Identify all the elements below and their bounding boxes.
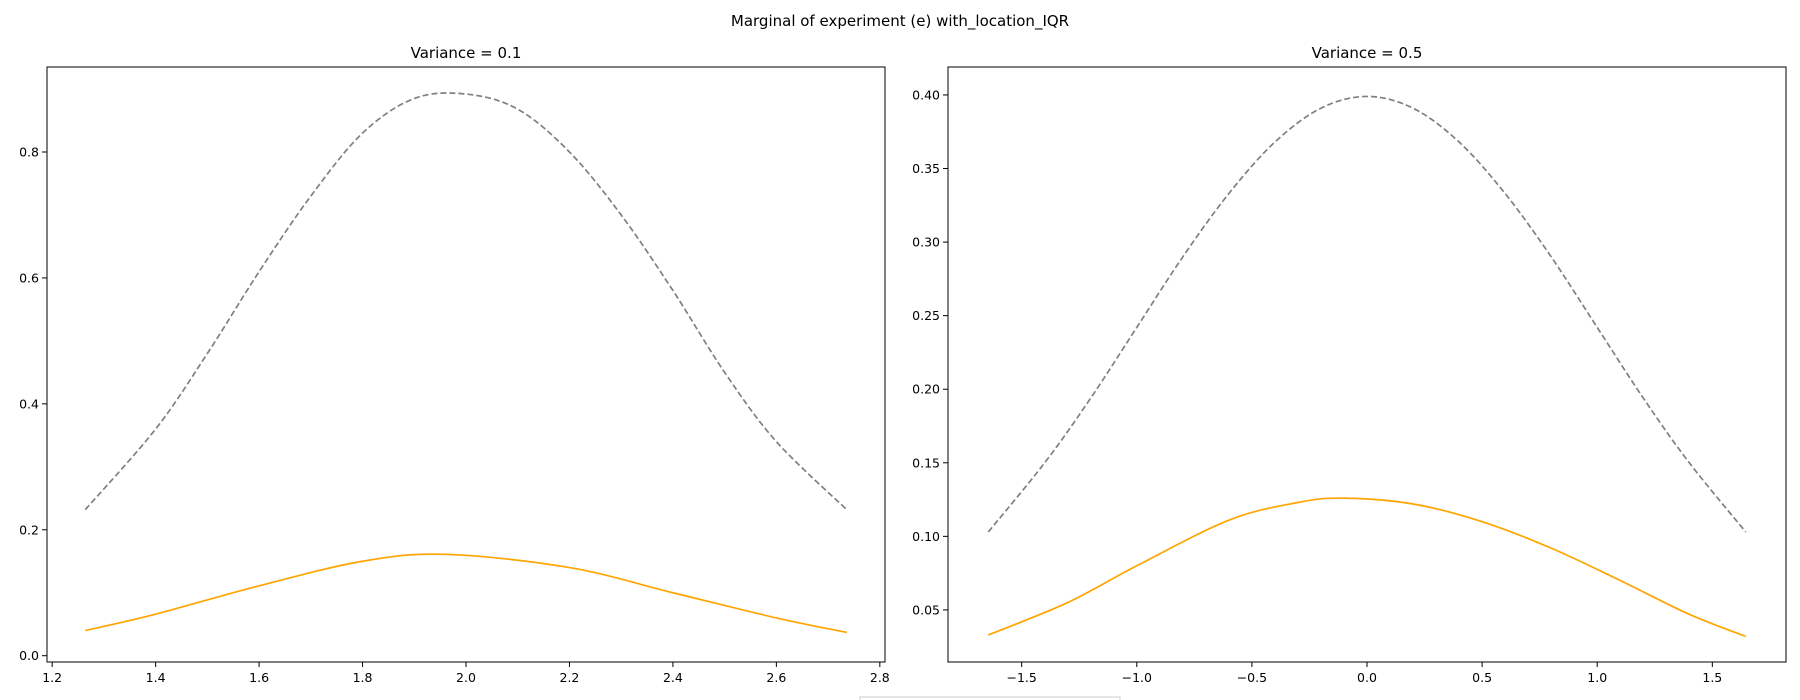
series-line-dashed-gray [85,93,846,510]
y-tick-label: 0.20 [912,382,940,397]
series-line-dashed-gray [988,96,1745,532]
x-tick-label: 2.6 [766,670,786,685]
x-tick-label: 0.0 [1357,670,1377,685]
x-tick-label: −1.5 [1006,670,1036,685]
series-line-solid-orange [85,554,846,632]
y-tick-label: 0.30 [912,235,940,250]
axes-left-lines [85,93,846,632]
axes-left-title: Variance = 0.1 [411,44,522,62]
x-tick-label: −1.0 [1122,670,1152,685]
y-tick-label: 0.25 [912,308,940,323]
y-tick-label: 0.0 [19,648,39,663]
x-tick-label: 2.8 [870,670,890,685]
y-tick-label: 0.05 [912,602,940,617]
y-tick-label: 0.10 [912,529,940,544]
axes-right: Variance = 0.5 −1.5 −1.0 −0.5 0.0 0.5 1.0 1.5 0… [912,44,1786,685]
y-tick-label: 0.6 [19,270,39,285]
x-tick-label: 1.4 [146,670,166,685]
axes-right-lines [988,96,1745,636]
x-tick-label: 0.5 [1472,670,1492,685]
series-line-solid-orange [988,498,1745,636]
x-tick-label: 2.4 [663,670,683,685]
y-tick-label: 0.8 [19,145,39,160]
axes-right-title: Variance = 0.5 [1312,44,1423,62]
x-tick-label: 1.8 [353,670,373,685]
axes-right-frame [948,67,1786,662]
x-tick-label: 1.0 [1587,670,1607,685]
y-tick-label: 0.4 [19,396,39,411]
y-tick-label: 0.35 [912,161,940,176]
figure-suptitle: Marginal of experiment (e) with_location… [731,12,1069,31]
x-tick-label: 2.2 [560,670,580,685]
y-tick-label: 0.40 [912,87,940,102]
y-tick-label: 0.15 [912,455,940,470]
y-tick-label: 0.2 [19,522,39,537]
x-tick-label: 1.2 [42,670,62,685]
axes-left-frame [47,67,885,662]
axes-right-ticks: −1.5 −1.0 −0.5 0.0 0.5 1.0 1.5 0.05 0.10 0.15 0.20… [912,87,1722,685]
axes-left: Variance = 0.1 1.2 1.4 1.6 1.8 2.0 2.2 2.4 2.6 2… [19,44,890,685]
x-tick-label: 1.6 [249,670,269,685]
x-tick-label: 2.0 [456,670,476,685]
x-tick-label: −0.5 [1237,670,1267,685]
axes-left-ticks: 1.2 1.4 1.6 1.8 2.0 2.2 2.4 2.6 2.8 0.0 0.2 0.4 0.6 0… [19,145,890,686]
x-tick-label: 1.5 [1702,670,1722,685]
